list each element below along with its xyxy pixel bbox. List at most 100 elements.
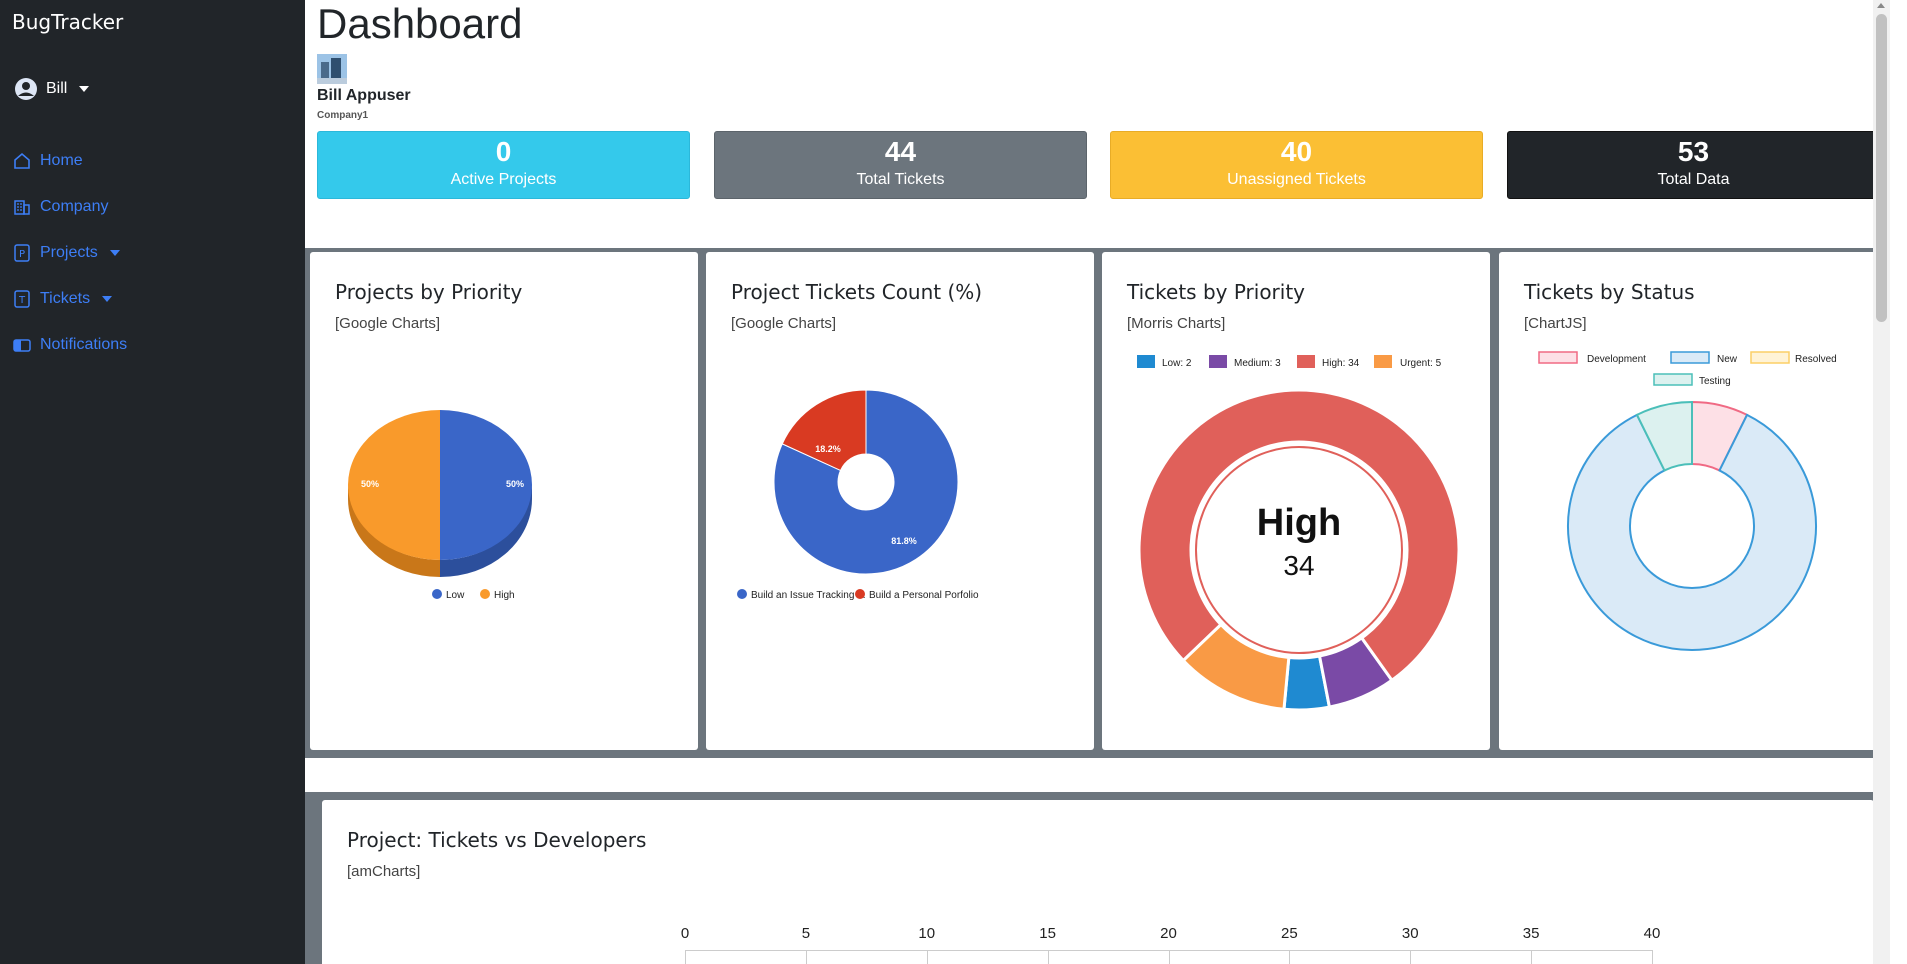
caret-down-icon: [79, 86, 90, 92]
scroll-up-arrow-icon[interactable]: [1877, 3, 1885, 8]
pie-data-label-low: 50%: [506, 479, 524, 489]
stat-label: Total Data: [1657, 171, 1730, 188]
profile-image: [317, 54, 347, 84]
legend-label-issue-tracking: Build an Issue Tracking ...: [751, 590, 866, 601]
stat-value: 40: [1280, 136, 1313, 167]
vertical-scrollbar[interactable]: [1873, 0, 1890, 964]
nav-label: Notifications: [40, 336, 128, 353]
stat-label: Active Projects: [450, 171, 557, 188]
legend-marker-development: [1538, 351, 1578, 364]
nav-item-tickets[interactable]: T Tickets: [12, 276, 292, 322]
legend-label-high: High: 34: [1322, 358, 1360, 369]
caret-down-icon: [102, 296, 113, 302]
card-subtitle: [Morris Charts]: [1127, 315, 1226, 332]
x-axis-gridline: [926, 950, 928, 964]
x-axis-gridline: [1289, 950, 1291, 964]
x-axis-tick-label: 40: [1643, 925, 1661, 942]
card-title: Projects by Priority: [335, 280, 523, 304]
donut-highlight-ring: [1195, 446, 1403, 654]
donut-center-label: High: [1257, 502, 1341, 544]
legend-marker-high: [1297, 355, 1315, 368]
x-axis-gridline: [1168, 950, 1170, 964]
pie-data-label-high: 50%: [361, 479, 379, 489]
stat-label: Unassigned Tickets: [1227, 171, 1366, 188]
legend-marker-medium: [1209, 355, 1227, 368]
user-menu[interactable]: Bill: [14, 77, 90, 101]
x-axis-line: [685, 950, 1652, 951]
brand-title[interactable]: BugTracker: [12, 10, 124, 34]
building-icon: [14, 200, 30, 215]
stat-value: 0: [495, 136, 512, 167]
nav-item-company[interactable]: Company: [12, 184, 292, 230]
notifications-icon: [13, 339, 31, 352]
nav-label: Projects: [40, 244, 98, 261]
legend-marker-low: [1137, 355, 1155, 368]
donut-slice-testing: [1635, 400, 1693, 472]
donut-data-label-issue-tracking: 81.8%: [891, 536, 917, 546]
profile-name: Bill Appuser: [317, 87, 411, 104]
legend-marker-personal-portfolio: [855, 589, 865, 599]
legend-label-medium: Medium: 3: [1234, 358, 1281, 369]
card-title: Tickets by Priority: [1127, 280, 1306, 304]
legend-label-testing: Testing: [1699, 376, 1731, 387]
legend-label-low: Low: [446, 590, 465, 601]
stat-card-active-projects[interactable]: 0 Active Projects: [317, 131, 690, 199]
x-axis-tick-label: 15: [1039, 925, 1056, 942]
legend-marker-resolved: [1750, 351, 1790, 364]
stat-card-total-data[interactable]: 53 Total Data: [1507, 131, 1880, 199]
x-axis-gridline: [1047, 950, 1049, 964]
nav-label: Home: [40, 152, 83, 169]
sidebar: BugTracker Bill Home Company P Projects …: [0, 0, 305, 964]
legend-marker-low: [432, 589, 442, 599]
x-axis-tick-label: 20: [1160, 925, 1177, 942]
nav-item-projects[interactable]: P Projects: [12, 230, 292, 276]
chart-card-projects-by-priority: Projects by Priority [Google Charts] 50%…: [310, 252, 698, 750]
chart-card-tickets-by-priority: Tickets by Priority [Morris Charts] Low:…: [1102, 252, 1490, 750]
donut-data-label-personal-portfolio: 18.2%: [815, 444, 841, 454]
x-axis-tick-label: 5: [801, 925, 811, 942]
legend-label-new: New: [1717, 354, 1738, 365]
chart-card-tickets-by-status: Tickets by Status [ChartJS] Development …: [1499, 252, 1885, 750]
nav-item-notifications[interactable]: Notifications: [12, 322, 292, 368]
x-axis-gridline: [805, 950, 807, 964]
profile-company: Company1: [317, 110, 369, 121]
scroll-thumb[interactable]: [1876, 14, 1887, 322]
user-name: Bill: [46, 80, 68, 97]
x-axis-tick-label: 10: [918, 925, 936, 942]
x-axis-gridline: [1652, 950, 1653, 964]
sidebar-nav: Home Company P Projects T Tickets Notifi…: [12, 138, 292, 368]
tickets-icon: T: [14, 290, 30, 308]
card-subtitle: [Google Charts]: [731, 315, 837, 332]
donut-center-value: 34: [1283, 550, 1314, 581]
card-title: Project: Tickets vs Developers: [347, 828, 647, 852]
x-axis-tick-label: 0: [680, 925, 690, 942]
home-icon: [14, 152, 30, 169]
x-axis-gridline: [685, 950, 686, 964]
donut-chart-tickets-priority: Low: 2 Medium: 3 High: 34 Urgent: 5 High…: [1137, 355, 1461, 712]
x-axis-tick-label: 25: [1281, 925, 1298, 942]
chart-card-project-tickets-count: Project Tickets Count (%) [Google Charts…: [706, 252, 1094, 750]
legend-label-high: High: [494, 590, 515, 601]
legend-marker-high: [480, 589, 490, 599]
page-title: Dashboard: [317, 0, 523, 47]
donut-chart-tickets-status: Development New Resolved Testing: [1538, 351, 1837, 651]
nav-item-home[interactable]: Home: [12, 138, 292, 184]
stat-card-total-tickets[interactable]: 44 Total Tickets: [714, 131, 1087, 199]
stat-value: 44: [884, 136, 917, 167]
card-subtitle: [Google Charts]: [335, 315, 441, 332]
pie-slice-low-side: [440, 410, 532, 577]
pie-slice-high: [348, 410, 440, 560]
x-axis-gridline: [1410, 950, 1412, 964]
legend-label-low: Low: 2: [1162, 358, 1192, 369]
stat-value: 53: [1677, 136, 1710, 167]
card-title: Project Tickets Count (%): [731, 280, 983, 304]
donut-slice-high: [1137, 388, 1461, 683]
donut-slice-issue-tracking: [773, 389, 959, 575]
legend-marker-issue-tracking: [737, 589, 747, 599]
pie-slice-low: [440, 410, 532, 560]
stat-card-unassigned-tickets[interactable]: 40 Unassigned Tickets: [1110, 131, 1483, 199]
pie-chart-projects-priority: 50% 50% Low High: [348, 410, 532, 601]
card-subtitle: [ChartJS]: [1524, 315, 1587, 332]
legend-label-urgent: Urgent: 5: [1400, 358, 1442, 369]
donut-chart-project-tickets: 81.8% 18.2% Build an Issue Tracking ... …: [737, 389, 979, 601]
